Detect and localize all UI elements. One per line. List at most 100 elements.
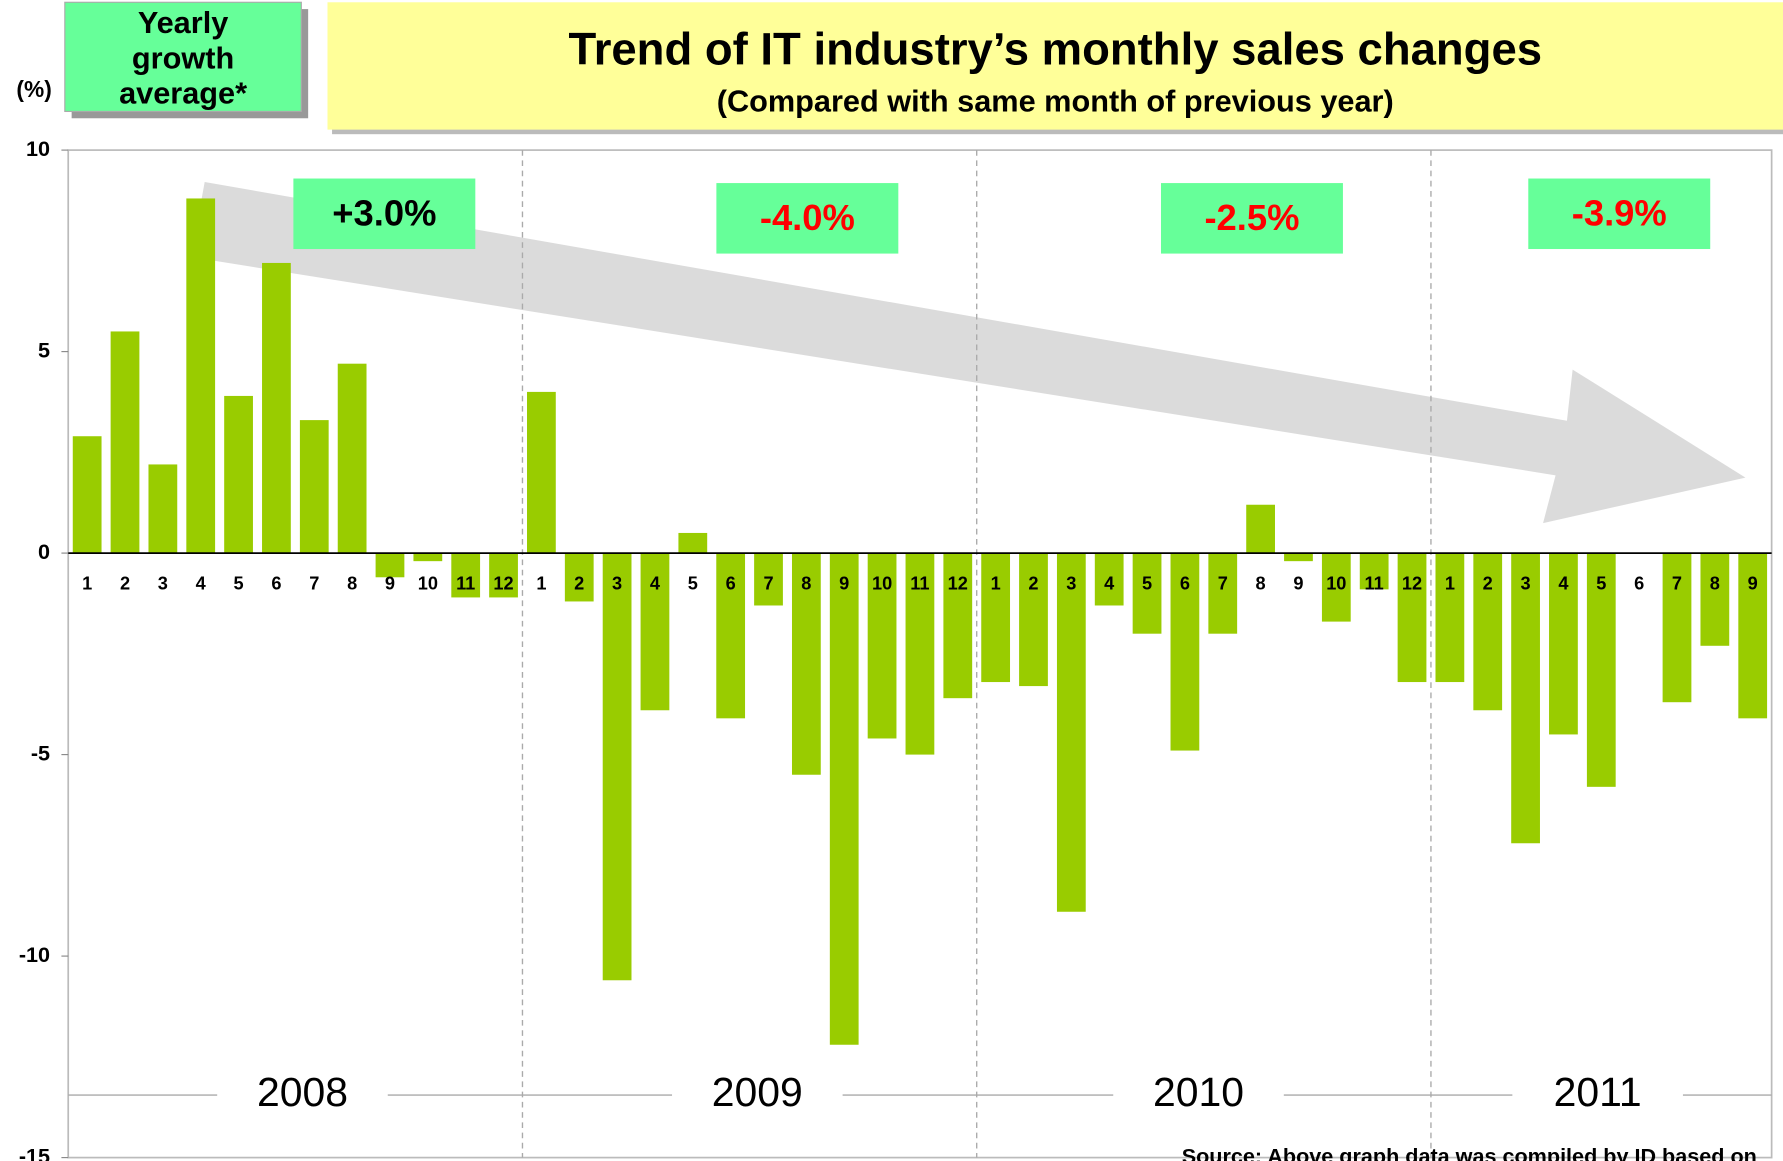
bar [867,553,897,739]
x-tick-label: 12 [948,574,968,594]
bar [337,363,367,554]
bar [110,331,140,554]
bar [1397,553,1427,683]
x-tick-label: 5 [688,574,698,594]
average-label: -3.9% [1572,193,1667,234]
bar [602,553,632,981]
bar [1359,553,1389,590]
year-label-bg [217,1066,388,1124]
x-tick-label: 11 [910,574,929,594]
x-tick-label: 10 [872,574,892,594]
y-tick-label: 5 [38,337,50,362]
bar [375,553,405,578]
x-tick-label: 1 [82,574,92,594]
x-tick-label: 8 [347,574,357,594]
x-tick-label: 2 [1028,574,1038,594]
bar [1019,553,1048,687]
x-tick-label: 1 [1445,574,1455,594]
year-label-bg [1113,1066,1284,1124]
trend-arrow [191,181,1746,524]
average-box [1528,178,1711,250]
bar [413,553,443,562]
bar [1170,553,1200,751]
x-tick-label: 5 [1142,574,1152,594]
x-tick-label: 9 [839,574,849,594]
x-tick-label: 3 [1521,574,1531,594]
average-label: -2.5% [1204,197,1299,238]
x-tick-label: 10 [1326,574,1346,594]
bar [640,553,670,711]
bar [943,553,973,699]
bar [1662,553,1692,703]
bar [1246,504,1275,554]
x-tick-label: 7 [1672,574,1682,594]
bar [1435,553,1465,683]
x-tick-label: 5 [234,574,244,594]
x-tick-label: 8 [801,574,811,594]
x-tick-label: 9 [1293,574,1303,594]
bar [1321,553,1351,622]
y-unit: (%) [16,76,51,102]
source-note: Source: Above graph data was compiled by… [1182,1143,1757,1161]
y-tick-label: -10 [19,942,50,967]
bar [1738,553,1768,719]
bar [1132,553,1162,634]
year-label-bg [672,1066,843,1124]
x-tick-label: 9 [1748,574,1758,594]
bar [564,553,594,602]
average-label: +3.0% [332,193,436,234]
x-tick-label: 6 [271,574,281,594]
x-tick-label: 6 [1180,574,1190,594]
x-tick-label: 2 [574,574,584,594]
plot-frame [67,149,1773,1159]
bar [1549,553,1578,735]
bar [905,553,935,755]
legend-label: Yearly growth average* [119,5,247,111]
x-tick-label: 12 [493,574,513,594]
chart-title: Trend of IT industry’s monthly sales cha… [568,23,1542,74]
bar [186,198,216,554]
x-tick-label: 2 [1483,574,1493,594]
bar [678,532,708,554]
y-tick-label: 10 [26,136,50,161]
x-tick-label: 4 [1104,574,1115,594]
bar [829,553,859,1045]
x-tick-label: 4 [650,574,661,594]
x-tick-label: 1 [991,574,1001,594]
chart-subtitle: (Compared with same month of previous ye… [717,84,1394,119]
x-tick-label: 4 [1558,574,1569,594]
legend-box [64,1,302,113]
average-label: -4.0% [760,197,855,238]
year-label: 2011 [1554,1069,1642,1115]
x-tick-label: 3 [158,574,168,594]
bar [981,553,1011,683]
bar [1056,553,1086,912]
bar [148,464,178,554]
title-box [327,2,1783,130]
x-tick-label: 5 [1596,574,1606,594]
average-box [716,183,899,254]
x-tick-label: 6 [726,574,736,594]
average-box [293,178,476,250]
year-label: 2008 [257,1069,348,1115]
bar [791,553,821,775]
x-tick-label: 3 [612,574,622,594]
bar [1586,553,1616,787]
bar [224,395,253,554]
bar [754,553,783,606]
x-tick-label: 8 [1256,574,1266,594]
bar [716,553,746,719]
x-tick-label: 6 [1634,574,1644,594]
bar [1284,553,1313,562]
x-tick-label: 1 [536,574,546,594]
bar [1700,553,1730,646]
x-tick-label: 7 [1218,574,1228,594]
x-tick-label: 2 [120,574,130,594]
x-tick-label: 8 [1710,574,1720,594]
y-tick-label: -15 [19,1143,50,1161]
bar [527,391,556,554]
bar [262,262,291,554]
x-tick-label: 11 [1365,574,1384,594]
